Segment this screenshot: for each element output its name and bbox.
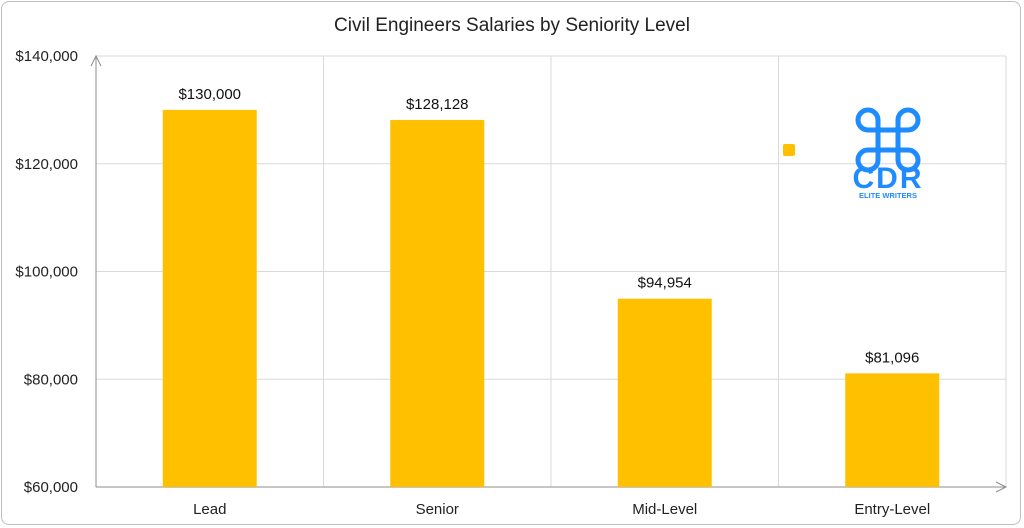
y-axis-ticks: $60,000 $80,000 $100,000 $120,000 $140,000 bbox=[15, 48, 78, 496]
cdr-logo: CDR ELITE WRITERS bbox=[853, 107, 924, 200]
chart-title: Civil Engineers Salaries by Seniority Le… bbox=[334, 15, 690, 36]
x-category-label: Entry-Level bbox=[854, 501, 930, 518]
bar bbox=[845, 373, 940, 487]
y-tick-label: $80,000 bbox=[24, 371, 78, 388]
x-axis-arrow bbox=[995, 481, 1008, 493]
logo-text: CDR bbox=[853, 162, 924, 195]
data-label: $94,954 bbox=[638, 275, 692, 292]
x-axis-categories: Lead Senior Mid-Level Entry-Level bbox=[193, 501, 930, 518]
y-tick-label: $120,000 bbox=[15, 156, 78, 173]
x-category-label: Mid-Level bbox=[632, 501, 697, 518]
x-category-label: Lead bbox=[193, 501, 226, 518]
logo-subtext: ELITE WRITERS bbox=[859, 191, 917, 200]
y-axis-arrow bbox=[90, 54, 102, 67]
y-tick-label: $100,000 bbox=[15, 264, 78, 281]
x-category-label: Senior bbox=[416, 501, 459, 518]
data-labels: $130,000 $128,128 $94,954 $81,096 bbox=[178, 86, 919, 366]
data-label: $130,000 bbox=[178, 86, 241, 103]
bars bbox=[162, 109, 940, 488]
bar bbox=[162, 109, 257, 487]
bar bbox=[617, 298, 712, 487]
data-label: $128,128 bbox=[406, 96, 469, 113]
y-tick-label: $140,000 bbox=[15, 48, 78, 65]
marker-square bbox=[783, 144, 795, 156]
bar bbox=[390, 119, 485, 488]
y-tick-label: $60,000 bbox=[24, 479, 78, 496]
data-label: $81,096 bbox=[865, 349, 919, 366]
